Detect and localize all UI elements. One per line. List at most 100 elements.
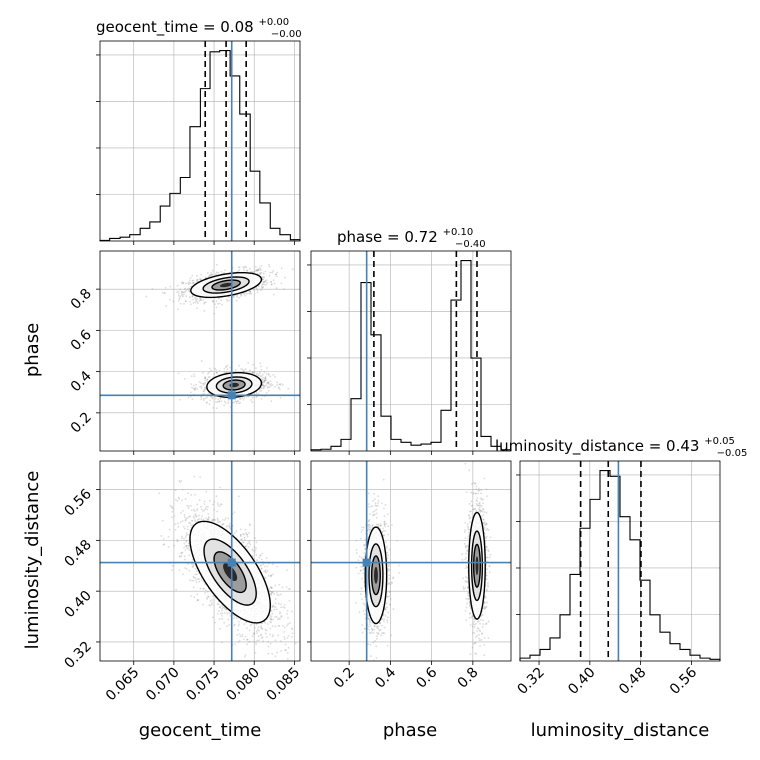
scatter-point — [263, 280, 266, 283]
scatter-point — [253, 371, 256, 374]
title-geocent-time: geocent_time = 0.08 +0.00 −0.00 — [96, 11, 302, 40]
scatter-point — [263, 379, 266, 382]
scatter-point — [275, 273, 278, 276]
scatter-point — [181, 520, 184, 522]
scatter-point — [188, 554, 191, 557]
scatter-point — [372, 514, 375, 517]
scatter-point — [185, 544, 188, 547]
scatter-point — [187, 563, 190, 565]
scatter-point — [240, 533, 242, 536]
scatter-point — [211, 273, 214, 276]
scatter-point — [207, 372, 209, 375]
scatter-point — [194, 301, 197, 304]
scatter-point — [246, 543, 249, 545]
scatter-point — [277, 386, 280, 389]
scatter-point — [275, 616, 278, 618]
scatter-point — [243, 369, 245, 372]
scatter-point — [388, 548, 391, 551]
scatter-point — [279, 612, 281, 615]
scatter-point — [306, 674, 308, 676]
scatter-point — [185, 545, 188, 547]
scatter-point — [381, 632, 383, 635]
scatter-point — [271, 591, 274, 594]
scatter-point — [178, 398, 181, 401]
scatter-point — [386, 644, 389, 647]
scatter-point — [215, 495, 218, 498]
scatter-point — [258, 556, 261, 559]
scatter-point — [375, 508, 378, 511]
scatter-point — [278, 625, 281, 628]
scatter-point — [277, 602, 280, 605]
scatter-point — [261, 383, 264, 386]
scatter-point — [263, 385, 266, 387]
scatter-point — [262, 376, 265, 379]
scatter-point — [265, 392, 268, 394]
scatter-point — [220, 614, 223, 617]
scatter-point — [269, 271, 272, 274]
scatter-point — [209, 600, 212, 602]
scatter-point — [241, 538, 243, 541]
scatter-point — [282, 288, 285, 291]
scatter-point — [278, 594, 280, 596]
scatter-point — [224, 607, 226, 610]
scatter-point — [284, 643, 287, 646]
scatter-point — [246, 535, 249, 538]
scatter-point — [190, 563, 193, 566]
scatter-point — [205, 596, 208, 599]
scatter-point — [233, 401, 235, 404]
scatter-point — [178, 555, 181, 558]
scatter-point — [227, 618, 230, 621]
scatter-point — [223, 400, 226, 403]
scatter-point — [255, 547, 257, 550]
scatter-point — [367, 625, 370, 628]
scatter-point — [227, 517, 230, 520]
scatter-point — [169, 504, 172, 507]
scatter-point — [239, 535, 242, 538]
scatter-point — [283, 626, 286, 629]
scatter-point — [261, 373, 264, 376]
scatter-point — [200, 387, 203, 390]
scatter-point — [263, 283, 266, 286]
scatter-point — [187, 492, 189, 495]
scatter-point — [190, 509, 193, 512]
scatter-point — [237, 629, 239, 631]
scatter-point — [205, 402, 208, 404]
scatter-point — [221, 523, 224, 526]
scatter-point — [291, 632, 294, 635]
scatter-point — [386, 513, 389, 516]
scatter-point — [253, 270, 256, 273]
scatter-point — [278, 383, 281, 386]
scatter-point — [271, 563, 274, 566]
scatter-point — [270, 586, 272, 589]
title-luminosity-distance: luminosity_distance = 0.43 +0.05 −0.05 — [495, 430, 747, 459]
scatter-point — [382, 534, 385, 537]
scatter-point — [288, 588, 291, 590]
scatter-point — [377, 523, 380, 526]
scatter-point — [289, 622, 291, 624]
scatter-point — [213, 508, 215, 511]
scatter-point — [203, 509, 206, 512]
scatter-point — [292, 268, 294, 271]
scatter-point — [225, 608, 228, 611]
scatter-point — [236, 400, 239, 403]
scatter-point — [270, 383, 273, 385]
scatter-point — [177, 496, 180, 499]
scatter-point — [214, 273, 217, 276]
scatter-point — [234, 400, 237, 403]
scatter-point — [187, 289, 190, 292]
scatter-point — [216, 521, 219, 524]
scatter-point — [249, 290, 252, 293]
scatter-point — [265, 279, 268, 282]
scatter-point — [264, 380, 266, 382]
scatter-point — [194, 386, 197, 389]
scatter-point — [218, 369, 221, 372]
scatter-point — [251, 370, 254, 373]
scatter-point — [261, 276, 264, 278]
scatter-point — [276, 381, 279, 384]
scatter-point — [262, 381, 265, 384]
scatter-point — [167, 535, 170, 538]
scatter-point — [264, 270, 267, 273]
scatter-point — [236, 634, 239, 636]
scatter-point — [271, 383, 274, 386]
scatter-point — [219, 520, 221, 523]
